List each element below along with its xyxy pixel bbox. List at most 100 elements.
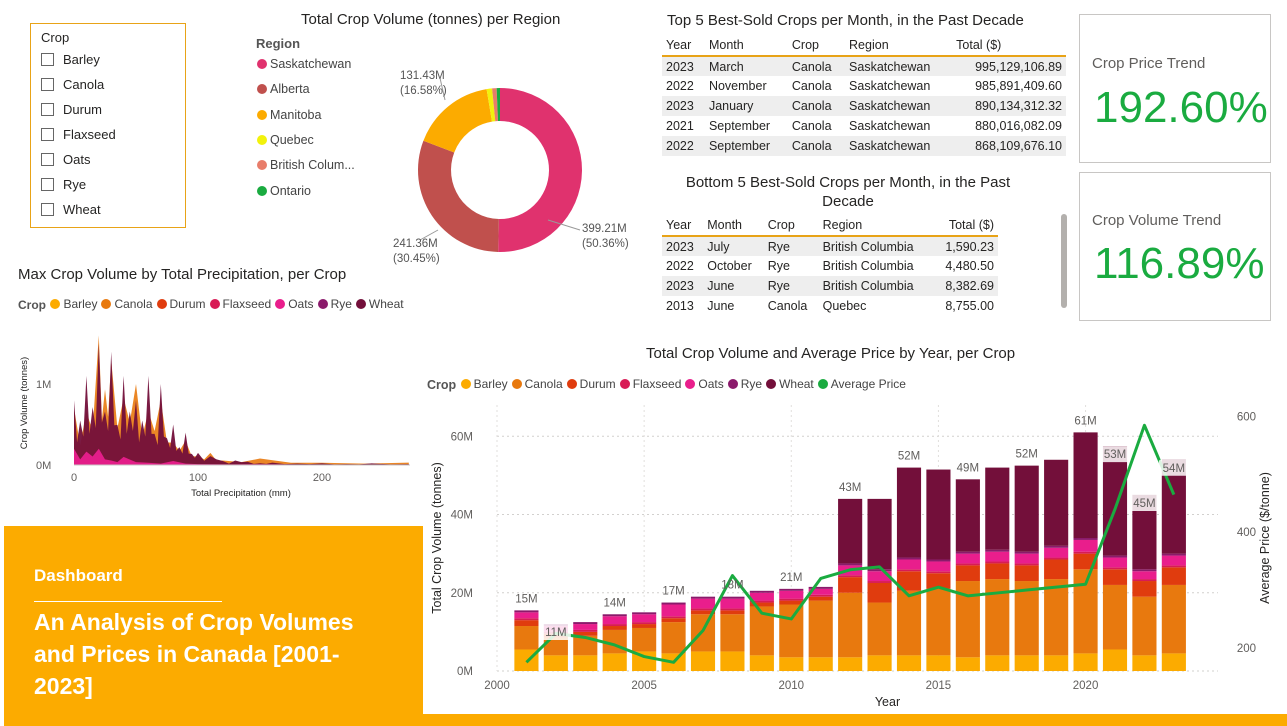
bar-segment-flaxseed-2012[interactable] — [838, 575, 863, 578]
donut-slice-ontario[interactable] — [496, 88, 500, 122]
donut-slice-saskatchewan[interactable] — [498, 88, 583, 253]
bar-segment-oats-2015[interactable] — [926, 561, 951, 572]
bar-segment-oats-2021[interactable] — [1102, 557, 1128, 568]
bar-segment-barley-2003[interactable] — [573, 655, 598, 671]
col-region[interactable]: Region — [845, 34, 953, 57]
bar-segment-oats-2007[interactable] — [690, 598, 716, 609]
bar-segment-rye-2009[interactable] — [749, 590, 774, 593]
bar-segment-flaxseed-2004[interactable] — [602, 624, 627, 627]
bar-segment-flaxseed-2014[interactable] — [896, 569, 922, 572]
slicer-item-flaxseed[interactable]: Flaxseed — [41, 127, 116, 142]
col-total[interactable]: Total ($) — [952, 34, 1066, 57]
legend-canola[interactable]: Canola — [101, 297, 153, 311]
bar-segment-flaxseed-2018[interactable] — [1014, 563, 1039, 566]
bar-segment-flaxseed-2022[interactable] — [1132, 579, 1157, 582]
bar-segment-oats-2001[interactable] — [514, 612, 539, 619]
bar-segment-oats-2006[interactable] — [661, 604, 686, 617]
bar-segment-flaxseed-2006[interactable] — [661, 616, 686, 619]
legend-wheat[interactable]: Wheat — [766, 377, 814, 391]
bar-segment-rye-2006[interactable] — [661, 602, 686, 605]
checkbox[interactable] — [41, 203, 54, 216]
slicer-item-barley[interactable]: Barley — [41, 52, 100, 67]
bar-segment-canola-2002[interactable] — [543, 637, 568, 656]
bar-segment-durum-2013[interactable] — [867, 582, 892, 603]
area-series-canola[interactable] — [74, 335, 409, 465]
bar-segment-durum-2021[interactable] — [1102, 569, 1128, 585]
legend-barley[interactable]: Barley — [50, 297, 97, 311]
bar-segment-oats-2003[interactable] — [573, 624, 598, 630]
bar-segment-barley-2015[interactable] — [926, 655, 951, 671]
col-year[interactable]: Year — [662, 34, 705, 57]
bar-segment-durum-2006[interactable] — [661, 618, 686, 623]
col-region[interactable]: Region — [818, 214, 933, 237]
col-month[interactable]: Month — [703, 214, 764, 237]
bar-segment-rye-2023[interactable] — [1161, 553, 1186, 556]
bar-segment-flaxseed-2021[interactable] — [1102, 567, 1128, 570]
bar-segment-flaxseed-2020[interactable] — [1073, 551, 1098, 554]
bar-segment-barley-2002[interactable] — [543, 655, 568, 671]
bar-segment-canola-2003[interactable] — [573, 635, 598, 656]
bar-segment-oats-2008[interactable] — [720, 598, 745, 609]
slicer-item-rye[interactable]: Rye — [41, 177, 86, 192]
bar-segment-barley-2017[interactable] — [985, 655, 1010, 671]
donut-slice-quebec[interactable] — [486, 88, 496, 122]
legend-ontario[interactable]: Ontario — [257, 184, 311, 198]
bar-segment-rye-2001[interactable] — [514, 610, 539, 613]
bar-segment-durum-2019[interactable] — [1044, 559, 1069, 580]
bar-segment-flaxseed-2013[interactable] — [867, 581, 892, 583]
bar-segment-canola-2023[interactable] — [1161, 584, 1186, 654]
bar-segment-rye-2021[interactable] — [1102, 555, 1128, 558]
bar-segment-durum-2003[interactable] — [573, 631, 598, 636]
legend-quebec[interactable]: Quebec — [257, 133, 314, 147]
bar-segment-oats-2019[interactable] — [1044, 547, 1069, 558]
bar-segment-wheat-2021[interactable] — [1102, 446, 1128, 556]
legend-saskatchewan[interactable]: Saskatchewan — [257, 57, 351, 71]
legend-durum[interactable]: Durum — [566, 377, 616, 391]
bar-segment-canola-2015[interactable] — [926, 588, 951, 656]
bar-segment-durum-2018[interactable] — [1014, 565, 1039, 582]
slicer-item-canola[interactable]: Canola — [41, 77, 104, 92]
bar-segment-durum-2008[interactable] — [720, 610, 745, 615]
area-series-oats[interactable] — [74, 448, 409, 465]
legend-wheat[interactable]: Wheat — [355, 297, 404, 311]
bar-segment-flaxseed-2005[interactable] — [632, 622, 657, 625]
bar-segment-barley-2013[interactable] — [867, 655, 892, 671]
legend-durum[interactable]: Durum — [156, 297, 206, 311]
bar-segment-rye-2003[interactable] — [573, 622, 598, 625]
bar-segment-canola-2001[interactable] — [514, 626, 539, 650]
legend-flaxseed[interactable]: Flaxseed — [619, 377, 681, 391]
bar-segment-wheat-2017[interactable] — [985, 467, 1010, 550]
bar-segment-flaxseed-2019[interactable] — [1044, 557, 1069, 560]
bar-segment-wheat-2020[interactable] — [1073, 432, 1098, 538]
bar-segment-rye-2007[interactable] — [690, 596, 716, 599]
bar-segment-wheat-2018[interactable] — [1014, 465, 1039, 552]
bar-segment-flaxseed-2015[interactable] — [926, 571, 951, 574]
bar-segment-rye-2004[interactable] — [602, 614, 627, 617]
bar-segment-barley-2007[interactable] — [690, 651, 716, 671]
bar-segment-oats-2004[interactable] — [602, 616, 627, 625]
col-month[interactable]: Month — [704, 34, 788, 57]
bar-segment-barley-2008[interactable] — [720, 651, 745, 671]
bar-segment-barley-2014[interactable] — [896, 655, 922, 671]
bar-segment-wheat-2019[interactable] — [1044, 459, 1069, 546]
col-crop[interactable]: Crop — [763, 214, 819, 237]
bar-segment-durum-2012[interactable] — [838, 577, 863, 593]
bar-segment-oats-2013[interactable] — [867, 571, 892, 582]
slicer-item-wheat[interactable]: Wheat — [41, 202, 101, 217]
legend-canola[interactable]: Canola — [511, 377, 563, 391]
bar-segment-flaxseed-2009[interactable] — [749, 600, 774, 603]
bar-segment-barley-2016[interactable] — [955, 657, 980, 671]
bar-segment-barley-2011[interactable] — [808, 657, 833, 671]
bar-segment-canola-2014[interactable] — [896, 590, 922, 656]
bar-segment-barley-2004[interactable] — [602, 653, 627, 671]
bar-segment-oats-2011[interactable] — [808, 588, 833, 595]
bar-segment-barley-2020[interactable] — [1073, 653, 1098, 671]
bar-segment-durum-2022[interactable] — [1132, 581, 1157, 597]
bar-segment-durum-2007[interactable] — [690, 610, 716, 615]
legend-british-columbia[interactable]: British Colum... — [257, 158, 355, 172]
legend-average-price[interactable]: Average Price — [817, 377, 906, 391]
bar-segment-flaxseed-2008[interactable] — [720, 608, 745, 611]
bar-segment-barley-2010[interactable] — [779, 657, 804, 671]
bar-segment-barley-2022[interactable] — [1132, 655, 1157, 671]
bar-segment-flaxseed-2011[interactable] — [808, 594, 833, 597]
